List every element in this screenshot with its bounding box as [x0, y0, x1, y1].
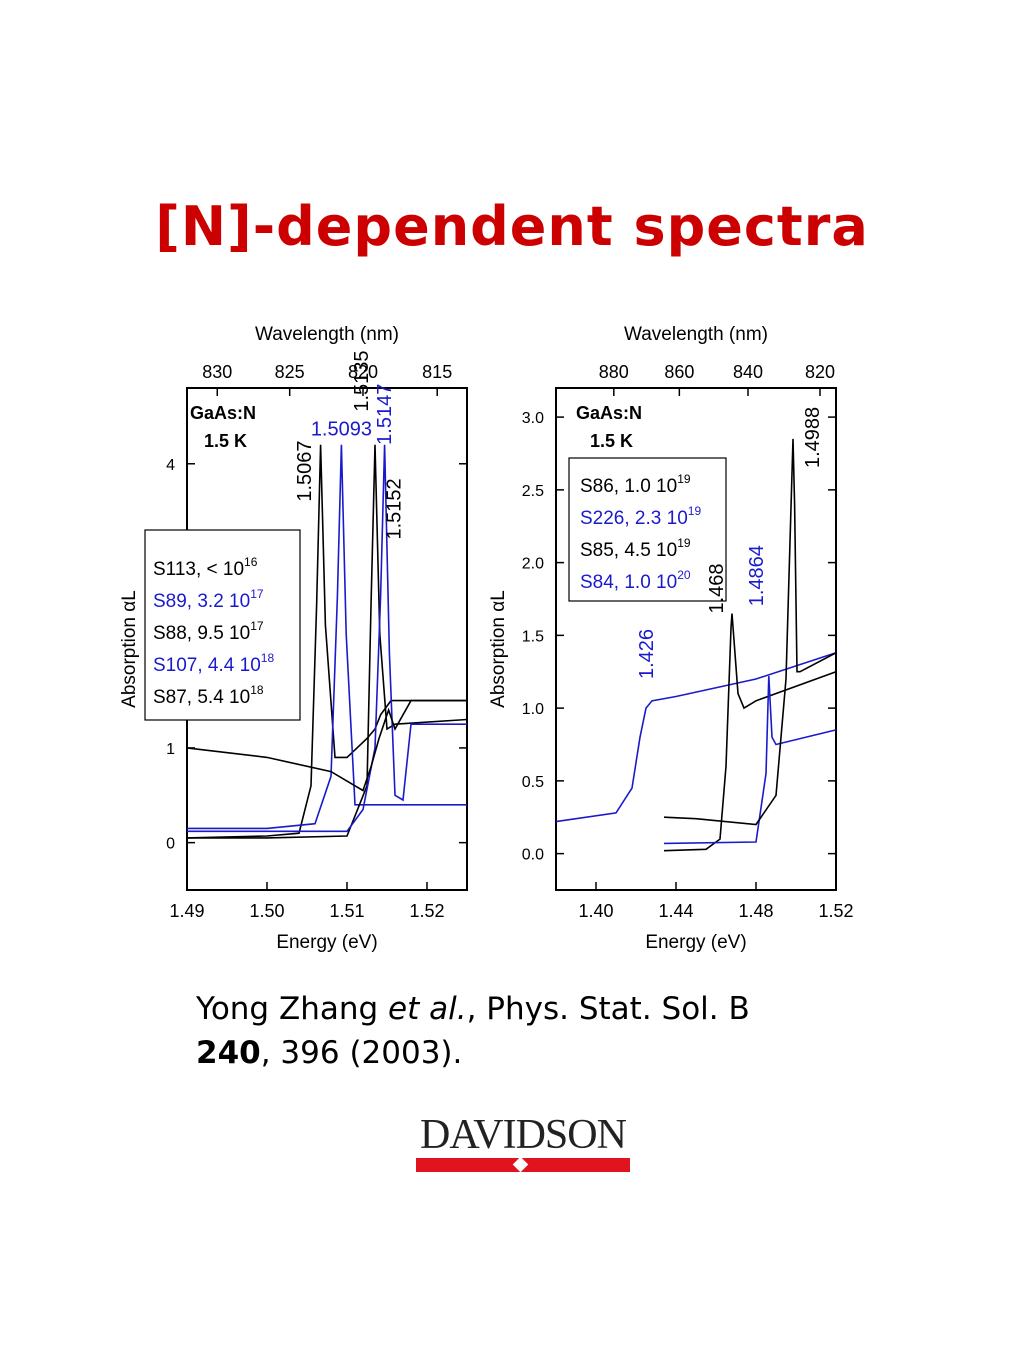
legend-entry-exponent: 17 — [250, 619, 264, 633]
legend-entry-exponent: 19 — [688, 504, 702, 518]
chart-right: 1.40 1.44 1.48 1.52 880 860 840 820 0.0 0.5 1.0 1.5… — [488, 324, 854, 953]
davidson-logo: DAVIDSON — [414, 1112, 632, 1174]
y-tick-label: 1.5 — [522, 628, 544, 645]
citation-authors: Yong Zhang — [196, 991, 389, 1027]
legend-entry-exponent: 20 — [677, 568, 691, 582]
legend-entry-label: S88, 9.5 10 — [153, 623, 250, 644]
top-tick-label: 840 — [733, 362, 763, 382]
legend-entry: S86, 1.0 1019 — [580, 472, 691, 497]
legend-entry: S88, 9.5 1017 — [153, 619, 264, 644]
temperature-label: 1.5 K — [204, 431, 247, 451]
top-tick-label: 860 — [664, 362, 694, 382]
series-line — [663, 613, 837, 852]
x-tick-label: 1.50 — [249, 901, 284, 921]
legend-entry: S107, 4.4 1018 — [153, 651, 274, 676]
spectra-charts: 1.49 1.50 1.51 1.52 830 825 820 815 0 1 4 Energy (e… — [119, 324, 854, 953]
citation-rest: , 396 (2003). — [260, 1035, 463, 1071]
legend-entry: S87, 5.4 1018 — [153, 683, 264, 708]
legend-entry-label: S86, 1.0 10 — [580, 476, 677, 497]
citation-volume: 240 — [196, 1035, 261, 1071]
peak-label: 1.426 — [636, 629, 658, 679]
legend-entry-label: S87, 5.4 10 — [153, 687, 250, 708]
y-tick-label: 1 — [166, 741, 175, 758]
plot-frame — [555, 387, 837, 891]
legend-entry: S85, 4.5 1019 — [580, 536, 691, 561]
citation: Yong Zhang et al., Phys. Stat. Sol. B 24… — [196, 987, 876, 1075]
peak-label: 1.5152 — [384, 478, 406, 539]
top-tick-label: 825 — [275, 362, 305, 382]
citation-journal: , Phys. Stat. Sol. B — [466, 991, 750, 1027]
x-axis-label: Energy (eV) — [276, 932, 377, 953]
x-tick-label: 1.49 — [169, 901, 204, 921]
top-tick-label: 815 — [422, 362, 452, 382]
legend-entry-label: S85, 4.5 10 — [580, 540, 677, 561]
temperature-label: 1.5 K — [590, 431, 633, 451]
x-tick-label: 1.52 — [818, 901, 853, 921]
top-tick-label: 820 — [348, 362, 378, 382]
peak-label: 1.4864 — [746, 545, 768, 606]
x-tick-label: 1.52 — [409, 901, 444, 921]
legend-entry-label: S226, 2.3 10 — [580, 508, 688, 529]
top-axis-label: Wavelength (nm) — [624, 324, 768, 345]
legend-entry-exponent: 18 — [261, 651, 275, 665]
y-axis-label: Absorption αL — [488, 590, 509, 708]
legend-entry-exponent: 19 — [677, 536, 691, 550]
peak-label: 1.4988 — [802, 407, 824, 468]
series-line — [186, 699, 467, 792]
series-line — [663, 676, 837, 845]
citation-etal: et al. — [388, 991, 467, 1027]
y-tick-label: 3.0 — [522, 410, 544, 427]
y-tick-label: 2.0 — [522, 556, 544, 573]
legend-entry-exponent: 18 — [250, 683, 264, 697]
legend-entry-label: S113, < 10 — [153, 559, 244, 580]
peak-label: 1.5067 — [294, 440, 316, 501]
series-line — [187, 444, 467, 833]
top-tick-label: 880 — [599, 362, 629, 382]
series-line — [187, 444, 468, 839]
legend-box — [568, 457, 727, 602]
legend-entry-label: S84, 1.0 10 — [580, 572, 677, 593]
sample-label: GaAs:N — [576, 403, 642, 423]
legend-entry-label: S89, 3.2 10 — [153, 591, 250, 612]
series-line — [555, 652, 837, 823]
legend-entry: S84, 1.0 1020 — [580, 568, 691, 593]
y-tick-label: 0 — [166, 836, 175, 853]
legend-entry-exponent: 16 — [244, 555, 258, 569]
y-tick-label: 0.5 — [522, 774, 544, 791]
top-tick-label: 830 — [202, 362, 232, 382]
top-axis-label: Wavelength (nm) — [255, 324, 399, 345]
y-tick-label: 2.5 — [522, 483, 544, 500]
peak-label: 1.5147 — [374, 384, 396, 445]
sample-label: GaAs:N — [190, 403, 256, 423]
x-tick-label: 1.44 — [658, 901, 693, 921]
legend-entry: S226, 2.3 1019 — [580, 504, 701, 529]
y-axis-label: Absorption αL — [119, 590, 140, 708]
x-tick-label: 1.51 — [329, 901, 364, 921]
peak-label: 1.5093 — [311, 418, 372, 440]
series-line — [663, 438, 837, 826]
x-tick-label: 1.48 — [738, 901, 773, 921]
legend-entry: S89, 3.2 1017 — [153, 587, 264, 612]
legend-entry-label: S107, 4.4 10 — [153, 655, 261, 676]
y-tick-label: 0.0 — [522, 847, 544, 864]
peak-label: 1.468 — [706, 563, 728, 613]
x-axis-label: Energy (eV) — [645, 932, 746, 953]
logo-text: DAVIDSON — [420, 1112, 627, 1158]
y-tick-label: 4 — [166, 457, 175, 474]
series-line — [187, 444, 467, 830]
page-title: [N]-dependent spectra — [155, 195, 869, 258]
chart-left: 1.49 1.50 1.51 1.52 830 825 820 815 0 1 4 Energy (e… — [119, 324, 468, 953]
series-line — [186, 444, 467, 839]
y-tick-label: 1.0 — [522, 701, 544, 718]
top-tick-label: 820 — [805, 362, 835, 382]
legend-entry-exponent: 17 — [250, 587, 264, 601]
legend-entry: S113, < 1016 — [153, 555, 258, 580]
legend-entry-exponent: 19 — [677, 472, 691, 486]
x-tick-label: 1.40 — [578, 901, 613, 921]
peak-label: 1.5135 — [351, 351, 373, 412]
legend-box — [144, 529, 301, 721]
